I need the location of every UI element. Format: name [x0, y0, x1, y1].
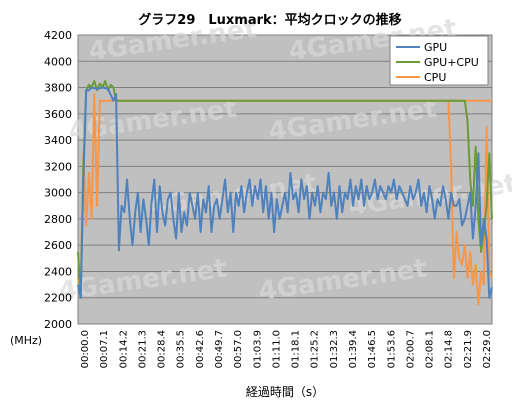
- x-tick-label: 01:18.1: [291, 330, 302, 368]
- x-axis-ticks: 00:00.0 00:07.1 00:14.2 00:21.3 00:28.4 00:35…: [80, 330, 493, 368]
- x-tick-label: 00:21.3: [137, 330, 148, 368]
- y-tick-label: 3200: [44, 160, 72, 173]
- y-tick-label: 2000: [44, 318, 72, 331]
- y-tick-label: 4000: [44, 55, 72, 68]
- x-tick-label: 00:00.0: [80, 330, 91, 368]
- x-tick-label: 01:11.0: [271, 330, 282, 368]
- x-tick-label: 01:53.6: [386, 330, 397, 368]
- x-tick-label: 01:39.4: [348, 330, 359, 368]
- x-tick-label: 01:32.3: [329, 330, 340, 368]
- x-tick-label: 01:03.9: [252, 330, 263, 368]
- y-tick-label: 2400: [44, 265, 72, 278]
- x-tick-label: 00:07.1: [99, 330, 110, 368]
- series-lines: [77, 80, 493, 306]
- x-tick-label: 00:42.6: [195, 330, 206, 368]
- legend-label: CPU: [424, 71, 446, 84]
- x-tick-label: 01:46.5: [367, 330, 378, 368]
- x-tick-label: 02:21.9: [463, 330, 474, 368]
- y-tick-label: 2800: [44, 213, 72, 226]
- x-tick-label: 02:00.7: [405, 330, 416, 368]
- y-tick-label: 4200: [44, 29, 72, 42]
- y-tick-label: 2200: [44, 292, 72, 305]
- x-tick-label: 02:08.1: [425, 330, 436, 368]
- x-tick-label: 00:49.7: [214, 330, 225, 368]
- x-tick-label: 00:28.4: [157, 330, 168, 368]
- y-tick-label: 3800: [44, 82, 72, 95]
- legend-label: GPU: [424, 41, 447, 54]
- y-tick-label: 3600: [44, 108, 72, 121]
- x-tick-label: 00:14.2: [118, 330, 129, 368]
- y-tick-label: 3000: [44, 187, 72, 200]
- y-tick-label: 3400: [44, 134, 72, 147]
- x-tick-label: 00:35.5: [176, 330, 187, 368]
- legend: GPU GPU+CPU CPU: [389, 35, 489, 86]
- x-tick-label: 02:14.8: [444, 330, 455, 368]
- legend-entries: GPU GPU+CPU CPU: [396, 41, 479, 84]
- y-axis-label: (MHz): [10, 334, 42, 347]
- gridlines: [78, 60, 492, 299]
- x-tick-label: 02:29.0: [482, 330, 493, 368]
- y-tick-label: 2600: [44, 239, 72, 252]
- chart-title: グラフ29 Luxmark：平均クロックの推移: [138, 12, 401, 28]
- x-tick-label: 00:57.0: [233, 330, 244, 368]
- series-line-gpu: [77, 86, 493, 299]
- legend-label: GPU+CPU: [424, 56, 479, 69]
- x-tick-label: 01:25.2: [310, 330, 321, 368]
- x-axis-label: 経過時間（s）: [246, 385, 324, 399]
- y-axis-ticks: 2000 2200 2400 2600 2800 3000 3200 3400 3600 3800…: [44, 29, 72, 331]
